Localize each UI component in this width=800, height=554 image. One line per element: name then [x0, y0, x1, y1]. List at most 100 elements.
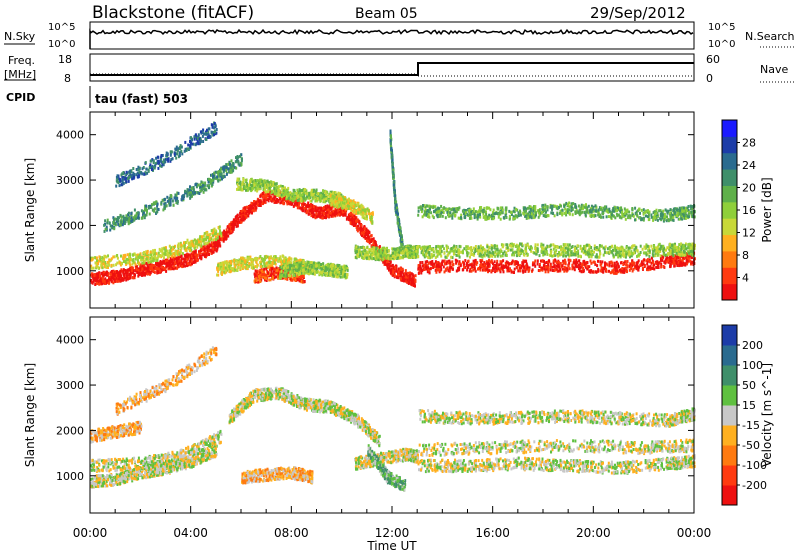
scatter-point [212, 173, 215, 177]
scatter-point [214, 132, 217, 136]
scatter-point [120, 254, 122, 258]
scatter-point [225, 163, 228, 167]
scatter-point [116, 254, 119, 257]
freq-tick-top: 18 [58, 53, 72, 66]
scatter-point [108, 258, 111, 262]
scatter-point [101, 273, 104, 277]
scatter-point [371, 238, 373, 242]
scatter-point [133, 217, 136, 221]
scatter-point [135, 211, 138, 215]
scatter-point [329, 264, 332, 268]
scatter-point [338, 203, 341, 207]
scatter-point [414, 284, 416, 288]
scatter-point [215, 231, 217, 235]
scatter-point [123, 222, 126, 225]
scatter-point [399, 277, 402, 281]
scatter-point [265, 198, 268, 201]
scatter-point [179, 144, 182, 148]
scatter-point [263, 267, 266, 271]
scatter-point [117, 222, 120, 226]
scatter-point [312, 215, 315, 219]
scatter-point [117, 279, 120, 283]
scatter-point [121, 176, 124, 180]
scatter-point [125, 170, 128, 174]
scatter-point [369, 218, 372, 222]
scatter-point [167, 252, 170, 256]
scatter-point [119, 278, 122, 282]
scatter-point [98, 281, 101, 285]
scatter-point [221, 175, 223, 179]
scatter-point [352, 224, 355, 227]
scatter-point [247, 214, 250, 218]
scatter-point [112, 263, 115, 267]
scatter-point [212, 250, 215, 254]
scatter-point [228, 227, 231, 231]
scatter-point [421, 261, 424, 264]
scatter-point [228, 167, 230, 171]
scatter-point [193, 246, 196, 250]
scatter-point [152, 253, 155, 257]
scatter-point [211, 125, 214, 129]
scatter-point [188, 193, 191, 197]
scatter-point [129, 263, 132, 267]
scatter-point [339, 275, 342, 279]
scatter-point [157, 251, 160, 255]
scatter-point [386, 266, 389, 270]
scatter-point [169, 257, 172, 260]
scatter-point [239, 218, 242, 222]
scatter-point [303, 194, 306, 198]
scatter-point [261, 201, 264, 205]
scatter-point [174, 193, 177, 197]
scatter-point [143, 259, 146, 263]
scatter-point [370, 234, 373, 238]
scatter-point [298, 279, 301, 283]
scatter-point [157, 208, 160, 211]
scatter-point [310, 214, 313, 218]
scatter-point [195, 239, 198, 243]
scatter-point [170, 249, 173, 253]
scatter-point [357, 224, 359, 228]
scatter-point [143, 216, 146, 220]
scatter-point [296, 206, 299, 210]
scatter-point [168, 196, 171, 200]
scatter-point [92, 277, 95, 281]
scatter-point [282, 273, 285, 277]
scatter-point [191, 138, 194, 142]
scatter-point [346, 216, 349, 220]
scatter-point [229, 260, 232, 263]
scatter-point [220, 173, 223, 177]
scatter-point [138, 261, 141, 265]
scatter-point [401, 270, 404, 274]
scatter-point [243, 187, 246, 191]
scatter-point [238, 181, 241, 185]
scatter-point [101, 256, 104, 260]
scatter-point [133, 272, 136, 276]
scatter-point [392, 273, 395, 277]
scatter-point [289, 198, 292, 201]
scatter-point [186, 252, 189, 256]
scatter-point [216, 241, 219, 245]
scatter-point [202, 190, 205, 194]
scatter-point [407, 271, 410, 275]
scatter-point [175, 156, 178, 160]
scatter-point [237, 187, 240, 191]
scatter-point [172, 247, 175, 251]
scatter-point [263, 255, 266, 259]
scatter-point [310, 188, 313, 192]
scatter-point [327, 210, 330, 214]
scatter-point [153, 253, 156, 257]
scatter-point [110, 257, 113, 261]
scatter-point [298, 206, 301, 210]
scatter-point [145, 257, 148, 261]
scatter-point [239, 260, 242, 264]
scatter-point [281, 187, 284, 191]
scatter-point [220, 231, 223, 235]
scatter-point [200, 180, 203, 184]
scatter-point [343, 265, 346, 269]
nsky-trace [89, 28, 694, 49]
scatter-point [299, 258, 302, 262]
scatter-point [175, 252, 177, 255]
scatter-point [285, 274, 288, 278]
scatter-point [319, 215, 322, 219]
